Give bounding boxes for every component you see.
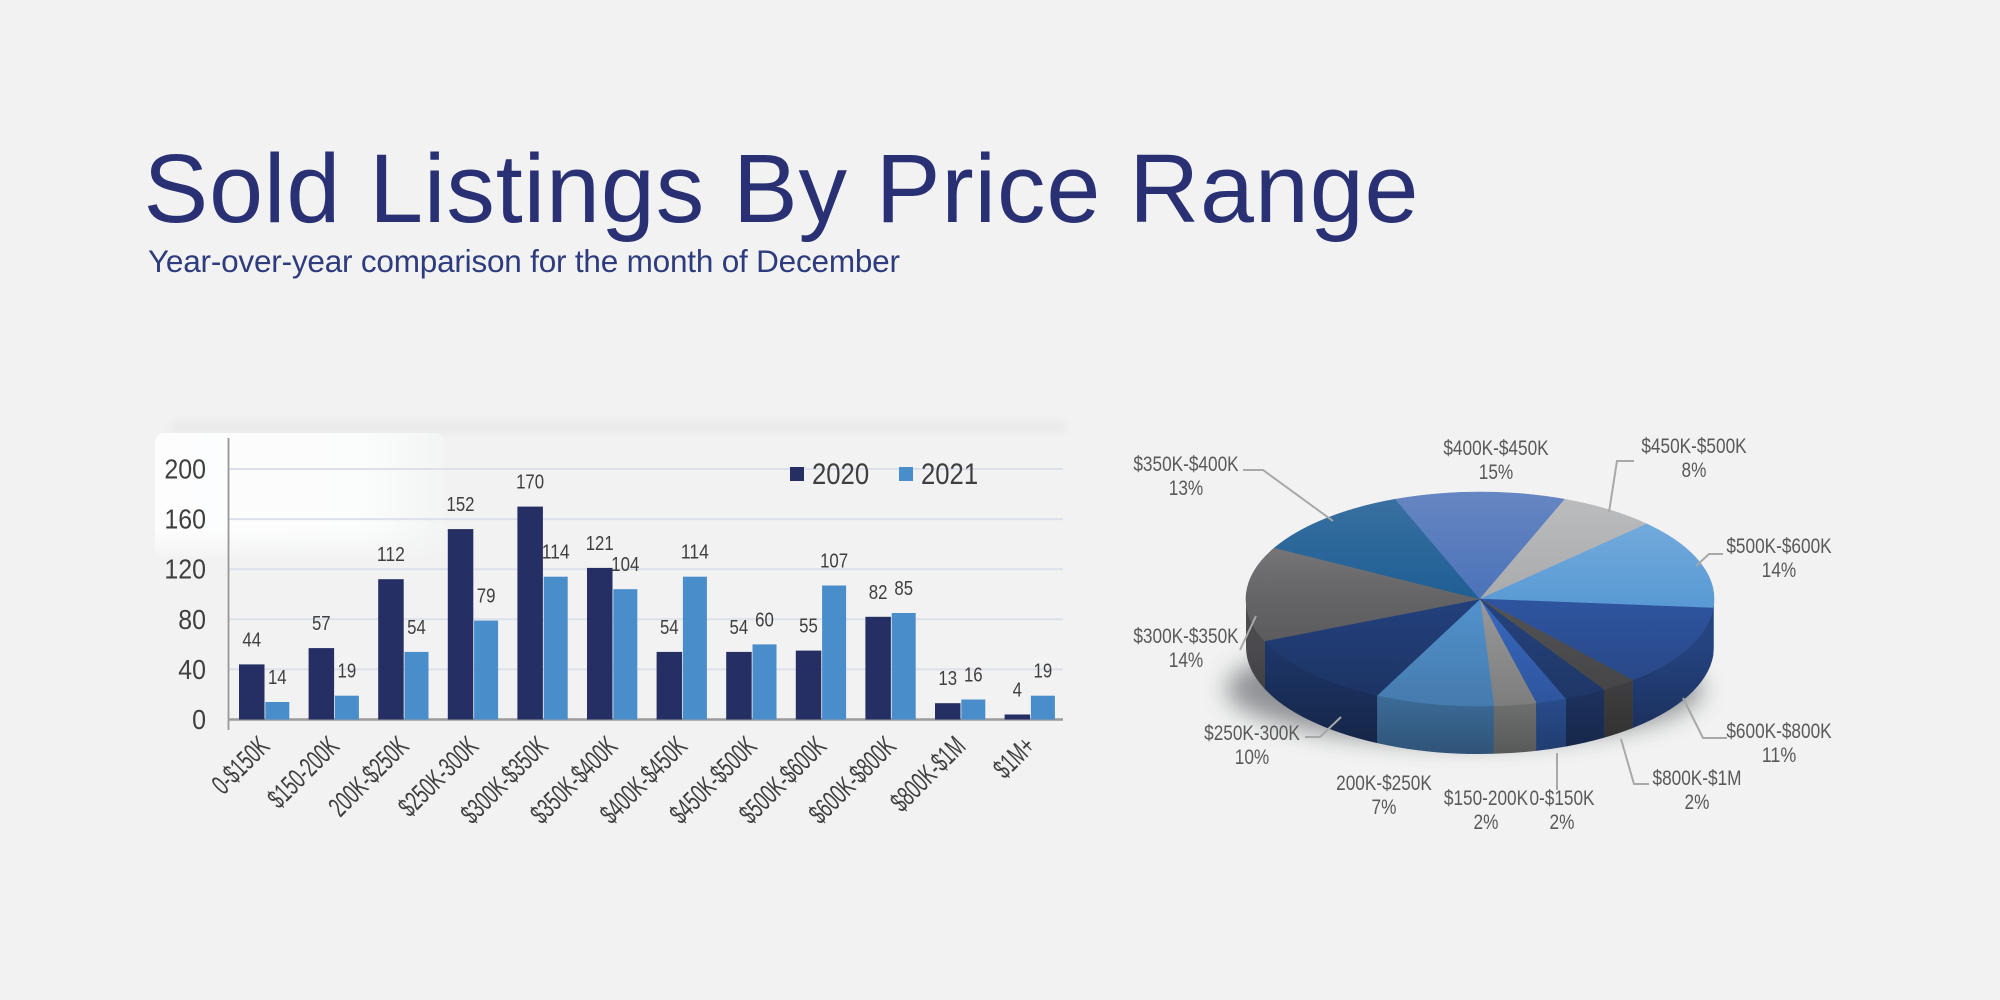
svg-text:15%: 15% <box>1479 461 1514 484</box>
svg-text:112: 112 <box>377 544 405 566</box>
svg-text:13: 13 <box>938 668 957 690</box>
svg-text:$450K-$500K: $450K-$500K <box>1641 435 1746 458</box>
svg-text:54: 54 <box>660 617 679 639</box>
svg-text:$800K-$1M: $800K-$1M <box>1653 767 1742 790</box>
svg-text:85: 85 <box>894 578 913 600</box>
svg-text:79: 79 <box>477 586 496 608</box>
svg-text:8%: 8% <box>1682 459 1707 482</box>
svg-text:10%: 10% <box>1235 746 1270 769</box>
svg-text:4: 4 <box>1013 680 1022 702</box>
svg-text:7%: 7% <box>1372 796 1397 819</box>
svg-text:200K-$250K: 200K-$250K <box>1336 772 1432 795</box>
svg-text:19: 19 <box>338 661 357 683</box>
svg-text:2020: 2020 <box>812 458 869 491</box>
svg-text:2%: 2% <box>1685 791 1710 814</box>
svg-text:2%: 2% <box>1474 811 1499 834</box>
svg-text:114: 114 <box>681 542 709 564</box>
svg-text:60: 60 <box>755 609 774 631</box>
svg-text:120: 120 <box>164 554 206 585</box>
svg-text:$350K-$400K: $350K-$400K <box>1133 453 1238 476</box>
svg-text:152: 152 <box>447 494 475 516</box>
svg-text:107: 107 <box>820 551 848 573</box>
svg-text:$400K-$450K: $400K-$450K <box>1443 437 1548 460</box>
svg-text:40: 40 <box>178 654 206 685</box>
svg-text:0: 0 <box>192 704 206 735</box>
svg-text:82: 82 <box>869 582 888 604</box>
svg-text:104: 104 <box>611 554 639 576</box>
svg-text:160: 160 <box>164 504 206 535</box>
svg-text:$150-200K: $150-200K <box>1444 787 1528 810</box>
svg-text:200: 200 <box>164 454 206 485</box>
svg-text:55: 55 <box>799 616 818 638</box>
svg-text:44: 44 <box>242 629 261 651</box>
svg-text:2021: 2021 <box>921 458 978 491</box>
svg-text:Sold Listings By Price Range: Sold Listings By Price Range <box>144 134 1419 243</box>
svg-text:14%: 14% <box>1762 559 1797 582</box>
svg-text:14: 14 <box>268 667 287 689</box>
svg-text:80: 80 <box>178 604 206 635</box>
svg-text:$500K-$600K: $500K-$600K <box>1726 535 1831 558</box>
svg-text:57: 57 <box>312 613 331 635</box>
svg-text:11%: 11% <box>1762 744 1797 767</box>
svg-text:54: 54 <box>407 617 426 639</box>
svg-text:0-$150K: 0-$150K <box>1529 787 1594 810</box>
svg-text:$250K-300K: $250K-300K <box>1204 722 1300 745</box>
svg-text:114: 114 <box>542 542 570 564</box>
svg-text:170: 170 <box>516 472 544 494</box>
svg-text:121: 121 <box>586 533 614 555</box>
svg-text:2%: 2% <box>1550 811 1575 834</box>
svg-text:Year-over-year comparison for: Year-over-year comparison for the month … <box>148 243 900 279</box>
svg-text:16: 16 <box>964 665 983 687</box>
svg-text:$300K-$350K: $300K-$350K <box>1133 625 1238 648</box>
svg-text:13%: 13% <box>1169 477 1204 500</box>
svg-text:19: 19 <box>1034 661 1053 683</box>
svg-text:$600K-$800K: $600K-$800K <box>1726 720 1831 743</box>
svg-text:54: 54 <box>730 617 749 639</box>
svg-text:14%: 14% <box>1169 649 1204 672</box>
